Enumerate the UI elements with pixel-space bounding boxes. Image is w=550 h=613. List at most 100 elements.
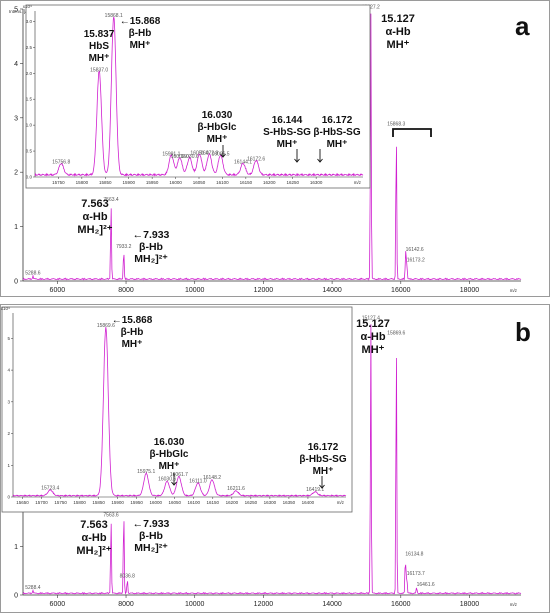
y-tick-label: 5 <box>14 7 18 14</box>
annotation-line: MH⁺ <box>362 344 385 356</box>
annotation-line: 15.127 <box>381 13 415 25</box>
chart-panel-b: 6000 8000 10000 12000 14000 16000 18000 0 1 2 3 4 5 m… <box>0 304 550 613</box>
inset-x-axis-label: m/z <box>337 500 345 505</box>
annotation-line: β-Hb <box>139 530 163 542</box>
inset-annotation-line: S-HbS-SG <box>263 127 311 138</box>
x-axis-label: m/z <box>510 288 518 293</box>
inset-y-tick-label: 0.5 <box>26 149 33 154</box>
x-tick-label: 8000 <box>118 287 134 294</box>
x-tick-label: 6000 <box>50 601 66 608</box>
peak-label: 5288.6 <box>25 271 41 277</box>
x-tick-label: 18000 <box>460 601 480 608</box>
inset-peak-label: 16009.0 <box>171 154 189 160</box>
x-axis-label: m/z <box>510 602 518 607</box>
inset-annotation-line: β-Hb <box>121 327 144 338</box>
annotation-line: α-Hb <box>385 26 410 38</box>
inset-x-tick-label: 16050 <box>193 180 206 185</box>
inset-y-tick-label: 2.5 <box>26 45 33 50</box>
inset-peak-label: 15837.0 <box>90 67 108 73</box>
inset-x-tick-label: 16100 <box>188 500 201 505</box>
inset-x-tick-label: 15850 <box>92 500 105 505</box>
inset-annotation-line: ←15.868 <box>112 315 153 326</box>
y-tick-label: 3 <box>14 115 18 122</box>
annotation-line: ←7.933 <box>133 229 170 241</box>
annotation-line: α-Hb <box>360 331 385 343</box>
inset-annotation-line: 15.837 <box>84 29 115 40</box>
annotation-line: 7.563 <box>80 519 108 531</box>
annotation-line: 15.127 <box>356 318 390 330</box>
inset-x-tick-label: 15900 <box>122 180 135 185</box>
peak-label: 7933.2 <box>116 244 132 250</box>
inset-annotation-line: 16.172 <box>308 442 339 453</box>
inset-annotation-line: 16.144 <box>272 115 303 126</box>
inset-annotation-line: MH⁺ <box>277 139 298 150</box>
inset-x-tick-label: 16050 <box>168 500 181 505</box>
peak-label: 16173.7 <box>407 571 425 577</box>
annotation-line: α-Hb <box>81 532 106 544</box>
arrow-head-icon <box>220 153 226 158</box>
inset-peak-label: 16051.4 <box>190 150 208 156</box>
inset-y-tick-label: 0.0 <box>26 175 33 180</box>
inset-x-tick-label: 15750 <box>54 500 67 505</box>
inset-peak-label: 16172.6 <box>247 156 265 162</box>
inset-x-tick-label: 16200 <box>263 180 276 185</box>
annotation-line: β-Hb <box>139 241 163 253</box>
inset-y-tick-label: 1.5 <box>26 97 33 102</box>
inset-frame <box>1 306 353 513</box>
inset-annotation-line: 16.172 <box>322 115 353 126</box>
inset-peak-label: 15869.6 <box>97 323 115 329</box>
arrow-head-icon <box>171 481 177 486</box>
inset-spectrum-line <box>34 16 364 177</box>
inset-peak-label: 16072.8 <box>200 150 218 156</box>
inset-peak-label: 16030.6 <box>158 477 176 483</box>
inset-annotation-line: β-HbS-SG <box>299 454 346 465</box>
inset-x-tick-label: 16250 <box>245 500 258 505</box>
x-tick-label: 10000 <box>185 287 205 294</box>
spectrum-chart-b: 6000 8000 10000 12000 14000 16000 18000 0 1 2 3 4 5 m… <box>1 306 531 608</box>
x-tick-label: 16000 <box>391 601 411 608</box>
inset-x-tick-label: 16250 <box>286 180 299 185</box>
peak-label: 8036.8 <box>120 573 136 579</box>
inset-peak-label: 15723.4 <box>41 485 59 491</box>
inset-y-tick-label: 1.0 <box>26 123 33 128</box>
annotation-line: MH₂]²⁺ <box>76 545 111 557</box>
inset-annotation-line: MH⁺ <box>130 40 151 51</box>
inset-x-tick-label: 16200 <box>226 500 239 505</box>
y-tick-label: 2 <box>14 170 18 177</box>
chart-panel-a: 6000 8000 10000 12000 14000 16000 18000 0 1 2 3 4 5 m… <box>0 0 550 297</box>
peak-label: 15127.2 <box>362 5 380 11</box>
inset-annotation-line: MH⁺ <box>313 466 334 477</box>
x-tick-label: 6000 <box>50 287 66 294</box>
peak-label: 16142.6 <box>406 247 424 253</box>
y-tick-label: 4 <box>14 61 18 68</box>
peak-label: 7563.4 <box>103 197 119 203</box>
x-tick-label: 12000 <box>254 287 274 294</box>
inset-peak-label: 15756.8 <box>52 160 70 166</box>
inset-peak-label: 16061.7 <box>170 472 188 478</box>
inset-x-tick-label: 16000 <box>169 180 182 185</box>
inset-x-tick-label: 16000 <box>149 500 162 505</box>
inset-peak-label: 16148.2 <box>203 475 221 481</box>
inset-y-tick-label: 5 <box>7 336 10 341</box>
inset-y-tick-label: 4 <box>7 368 10 373</box>
inset-y-tick-label: 1 <box>7 463 10 468</box>
inset-annotation-line: MH⁺ <box>89 53 110 64</box>
y-tick-label: 1 <box>14 224 18 231</box>
inset-y-multiplier: x10⁴ <box>23 4 32 9</box>
x-tick-label: 16000 <box>391 287 411 294</box>
spectrum-line <box>22 13 522 281</box>
inset-annotation-line: 16.030 <box>154 437 185 448</box>
x-tick-label: 12000 <box>254 601 274 608</box>
inset-x-axis-label: m/z <box>354 180 362 185</box>
inset-annotation-line: ←15.868 <box>120 16 161 27</box>
inset-y-tick-label: 0 <box>7 495 10 500</box>
y-tick-label: 1 <box>14 544 18 551</box>
inset-x-tick-label: 16300 <box>310 180 323 185</box>
inset-y-tick-label: 3 <box>7 399 10 404</box>
